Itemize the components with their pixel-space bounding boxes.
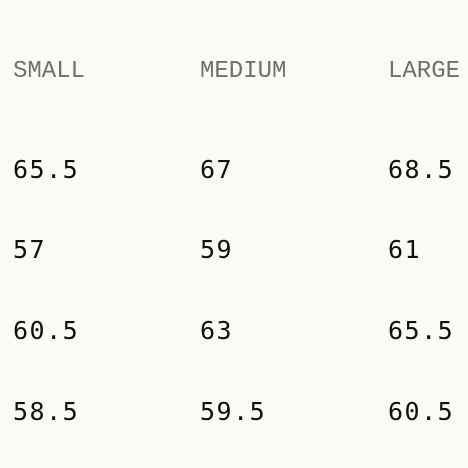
column-header: LARGE (388, 58, 461, 85)
table-cell: 63 (200, 316, 234, 345)
table-cell: 68.5 (388, 155, 455, 184)
table-cell: 65.5 (13, 155, 80, 184)
column-header: MEDIUM (200, 58, 287, 85)
table-cell: 58.5 (13, 397, 80, 426)
table-cell: 57 (13, 235, 47, 264)
table-cell: 67 (200, 155, 234, 184)
table-cell: 61 (388, 235, 422, 264)
table-cell: 60.5 (13, 316, 80, 345)
column-header: SMALL (13, 58, 86, 85)
table-cell: 60.5 (388, 397, 455, 426)
table-cell: 59 (200, 235, 234, 264)
table-cell: 59.5 (200, 397, 267, 426)
table-cell: 65.5 (388, 316, 455, 345)
